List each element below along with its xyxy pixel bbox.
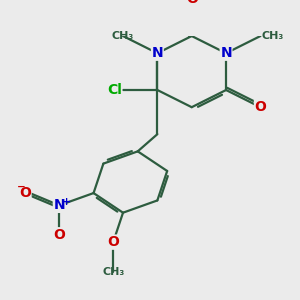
Text: O: O <box>19 186 31 200</box>
Text: CH₃: CH₃ <box>102 267 124 277</box>
Text: CH₃: CH₃ <box>112 31 134 41</box>
Text: O: O <box>254 100 266 114</box>
Text: O: O <box>53 228 65 242</box>
Text: N: N <box>220 46 232 60</box>
Text: O: O <box>107 235 119 249</box>
Text: N: N <box>53 198 65 212</box>
Text: N: N <box>152 46 163 60</box>
Text: O: O <box>186 0 198 6</box>
Text: CH₃: CH₃ <box>262 31 284 41</box>
Text: +: + <box>61 197 71 207</box>
Text: Cl: Cl <box>107 83 122 97</box>
Text: ⁻: ⁻ <box>17 180 26 198</box>
